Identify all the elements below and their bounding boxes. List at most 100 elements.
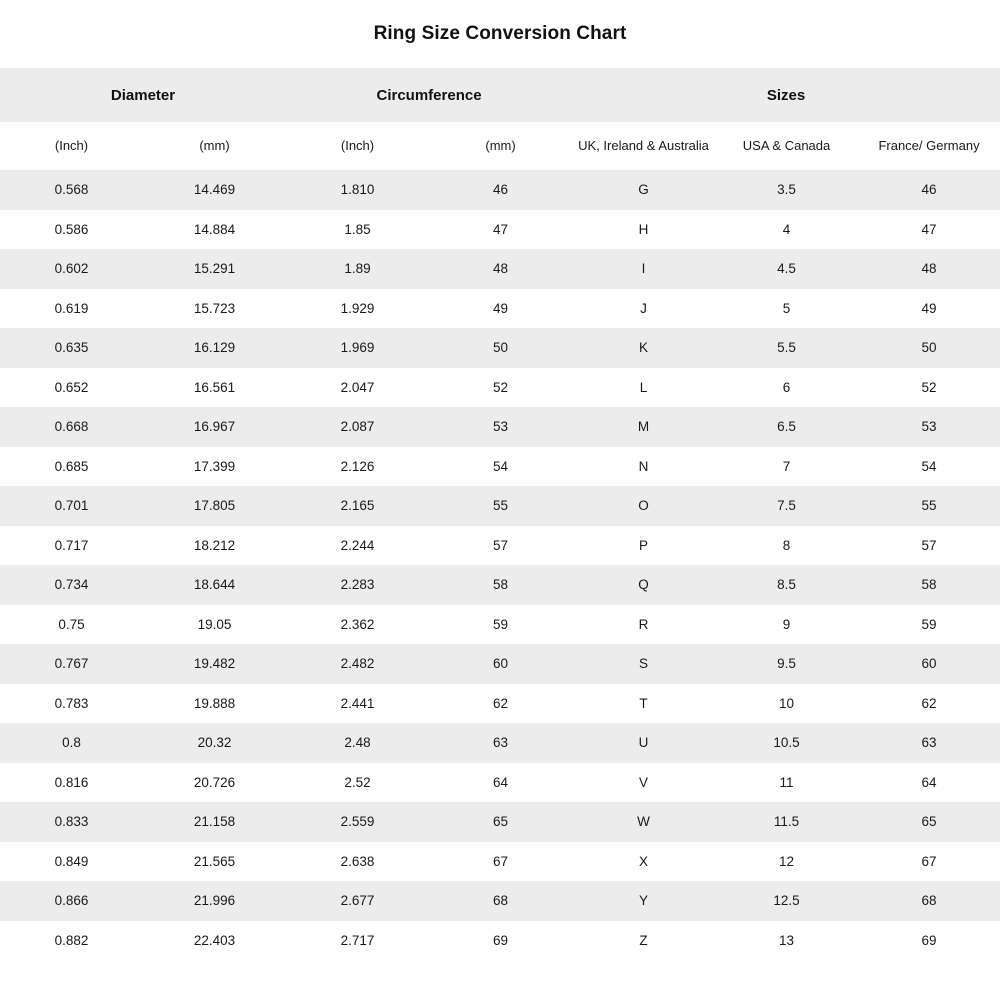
table-cell: 65	[921, 814, 937, 830]
table-cell: 10	[779, 695, 795, 711]
table-cell: 2.087	[340, 419, 375, 435]
table-row: 0.816 20.726 2.52 64 V 11 64	[0, 762, 1000, 802]
table-cell: 15.723	[193, 300, 236, 316]
ring-size-table: Diameter Circumference Sizes (Inch) (mm) (In…	[0, 68, 1000, 960]
table-row: 0.717 18.212 2.244 57 P 8 57	[0, 525, 1000, 565]
table-cell: 63	[493, 735, 509, 751]
table-cell: 0.619	[54, 300, 89, 316]
table-cell: 50	[921, 340, 937, 356]
table-cell: 2.362	[340, 616, 375, 632]
table-cell: 9.5	[777, 656, 796, 672]
table-row: 0.783 19.888 2.441 62 T 10 62	[0, 683, 1000, 723]
table-row: 0.882 22.403 2.717 69 Z 13 69	[0, 920, 1000, 960]
table-cell: 49	[493, 300, 509, 316]
table-cell: 5.5	[777, 340, 796, 356]
table-cell: 15.291	[193, 261, 236, 277]
table-cell: 2.559	[340, 814, 375, 830]
table-cell: 0.882	[54, 932, 89, 948]
table-cell: 59	[921, 616, 937, 632]
table-row: 0.635 16.129 1.969 50 K 5.5 50	[0, 328, 1000, 368]
table-cell: 3.5	[777, 182, 796, 198]
table-cell: 68	[921, 893, 937, 909]
table-row: 0.75 19.05 2.362 59 R 9 59	[0, 604, 1000, 644]
table-cell: 59	[493, 616, 509, 632]
table-cell: 60	[493, 656, 509, 672]
table-cell: 67	[493, 853, 509, 869]
table-cell: 2.717	[340, 932, 375, 948]
table-cell: 19.482	[193, 656, 236, 672]
table-cell: 62	[921, 695, 937, 711]
table-cell: Y	[639, 893, 649, 909]
table-cell: 65	[493, 814, 509, 830]
table-cell: 68	[493, 893, 509, 909]
table-cell: 18.212	[193, 537, 236, 553]
table-cell: 1.89	[344, 261, 371, 277]
column-header-1: (mm)	[199, 138, 230, 153]
table-cell: 64	[921, 774, 937, 790]
table-cell: 48	[921, 261, 937, 277]
table-cell: 0.568	[54, 182, 89, 198]
table-cell: 2.677	[340, 893, 375, 909]
table-cell: 57	[921, 537, 937, 553]
table-cell: 47	[921, 221, 937, 237]
table-cell: 58	[493, 577, 509, 593]
table-cell: 12	[779, 853, 795, 869]
table-cell: Z	[639, 932, 648, 948]
table-cell: J	[640, 300, 647, 316]
table-row: 0.668 16.967 2.087 53 M 6.5 53	[0, 407, 1000, 447]
table-row: 0.833 21.158 2.559 65 W 11.5 65	[0, 802, 1000, 842]
table-cell: 6	[782, 379, 791, 395]
column-header-3: (mm)	[485, 138, 516, 153]
table-cell: 0.783	[54, 695, 89, 711]
table-cell: 0.668	[54, 419, 89, 435]
table-cell: 14.884	[193, 221, 236, 237]
table-cell: 54	[493, 458, 509, 474]
page-title: Ring Size Conversion Chart	[373, 23, 627, 44]
table-cell: 63	[921, 735, 937, 751]
table-cell: 50	[493, 340, 509, 356]
table-cell: 64	[493, 774, 509, 790]
table-cell: 19.888	[193, 695, 236, 711]
column-header-6: France/ Germany	[878, 138, 980, 153]
table-row: 0.652 16.561 2.047 52 L 6 52	[0, 367, 1000, 407]
table-cell: 0.8	[62, 735, 81, 751]
group-header-diameter: Diameter	[110, 86, 176, 104]
table-cell: 0.866	[54, 893, 89, 909]
table-row: 0.849 21.565 2.638 67 X 12 67	[0, 841, 1000, 881]
table-cell: 1.969	[340, 340, 375, 356]
table-cell: 2.638	[340, 853, 375, 869]
table-cell: L	[639, 379, 648, 395]
table-row: 0.568 14.469 1.810 46 G 3.5 46	[0, 170, 1000, 210]
table-cell: 18.644	[193, 577, 236, 593]
table-cell: 48	[493, 261, 509, 277]
table-cell: 69	[493, 932, 509, 948]
table-cell: 14.469	[193, 182, 236, 198]
column-header-0: (Inch)	[54, 138, 89, 153]
table-cell: 0.816	[54, 774, 89, 790]
table-cell: X	[639, 853, 649, 869]
table-cell: 2.047	[340, 379, 375, 395]
table-cell: 0.635	[54, 340, 89, 356]
table-cell: 21.996	[193, 893, 236, 909]
table-cell: 0.833	[54, 814, 89, 830]
table-cell: 2.244	[340, 537, 375, 553]
table-cell: 1.810	[340, 182, 375, 198]
table-cell: 7	[782, 458, 791, 474]
table-cell: 60	[921, 656, 937, 672]
table-cell: 5	[782, 300, 791, 316]
table-cell: 46	[493, 182, 509, 198]
table-cell: 4	[782, 221, 791, 237]
group-header-sizes: Sizes	[766, 86, 806, 104]
table-cell: 20.32	[197, 735, 232, 751]
table-cell: G	[638, 182, 649, 198]
table-cell: 16.967	[193, 419, 236, 435]
table-cell: 52	[921, 379, 937, 395]
table-cell: S	[639, 656, 649, 672]
table-cell: M	[637, 419, 650, 435]
table-cell: 2.52	[344, 774, 371, 790]
table-cell: 0.734	[54, 577, 89, 593]
column-header-row: (Inch) (mm) (Inch) (mm) UK, Ireland & Austra…	[0, 122, 1000, 170]
table-cell: 8	[782, 537, 791, 553]
table-cell: 9	[782, 616, 791, 632]
table-cell: 10.5	[773, 735, 800, 751]
